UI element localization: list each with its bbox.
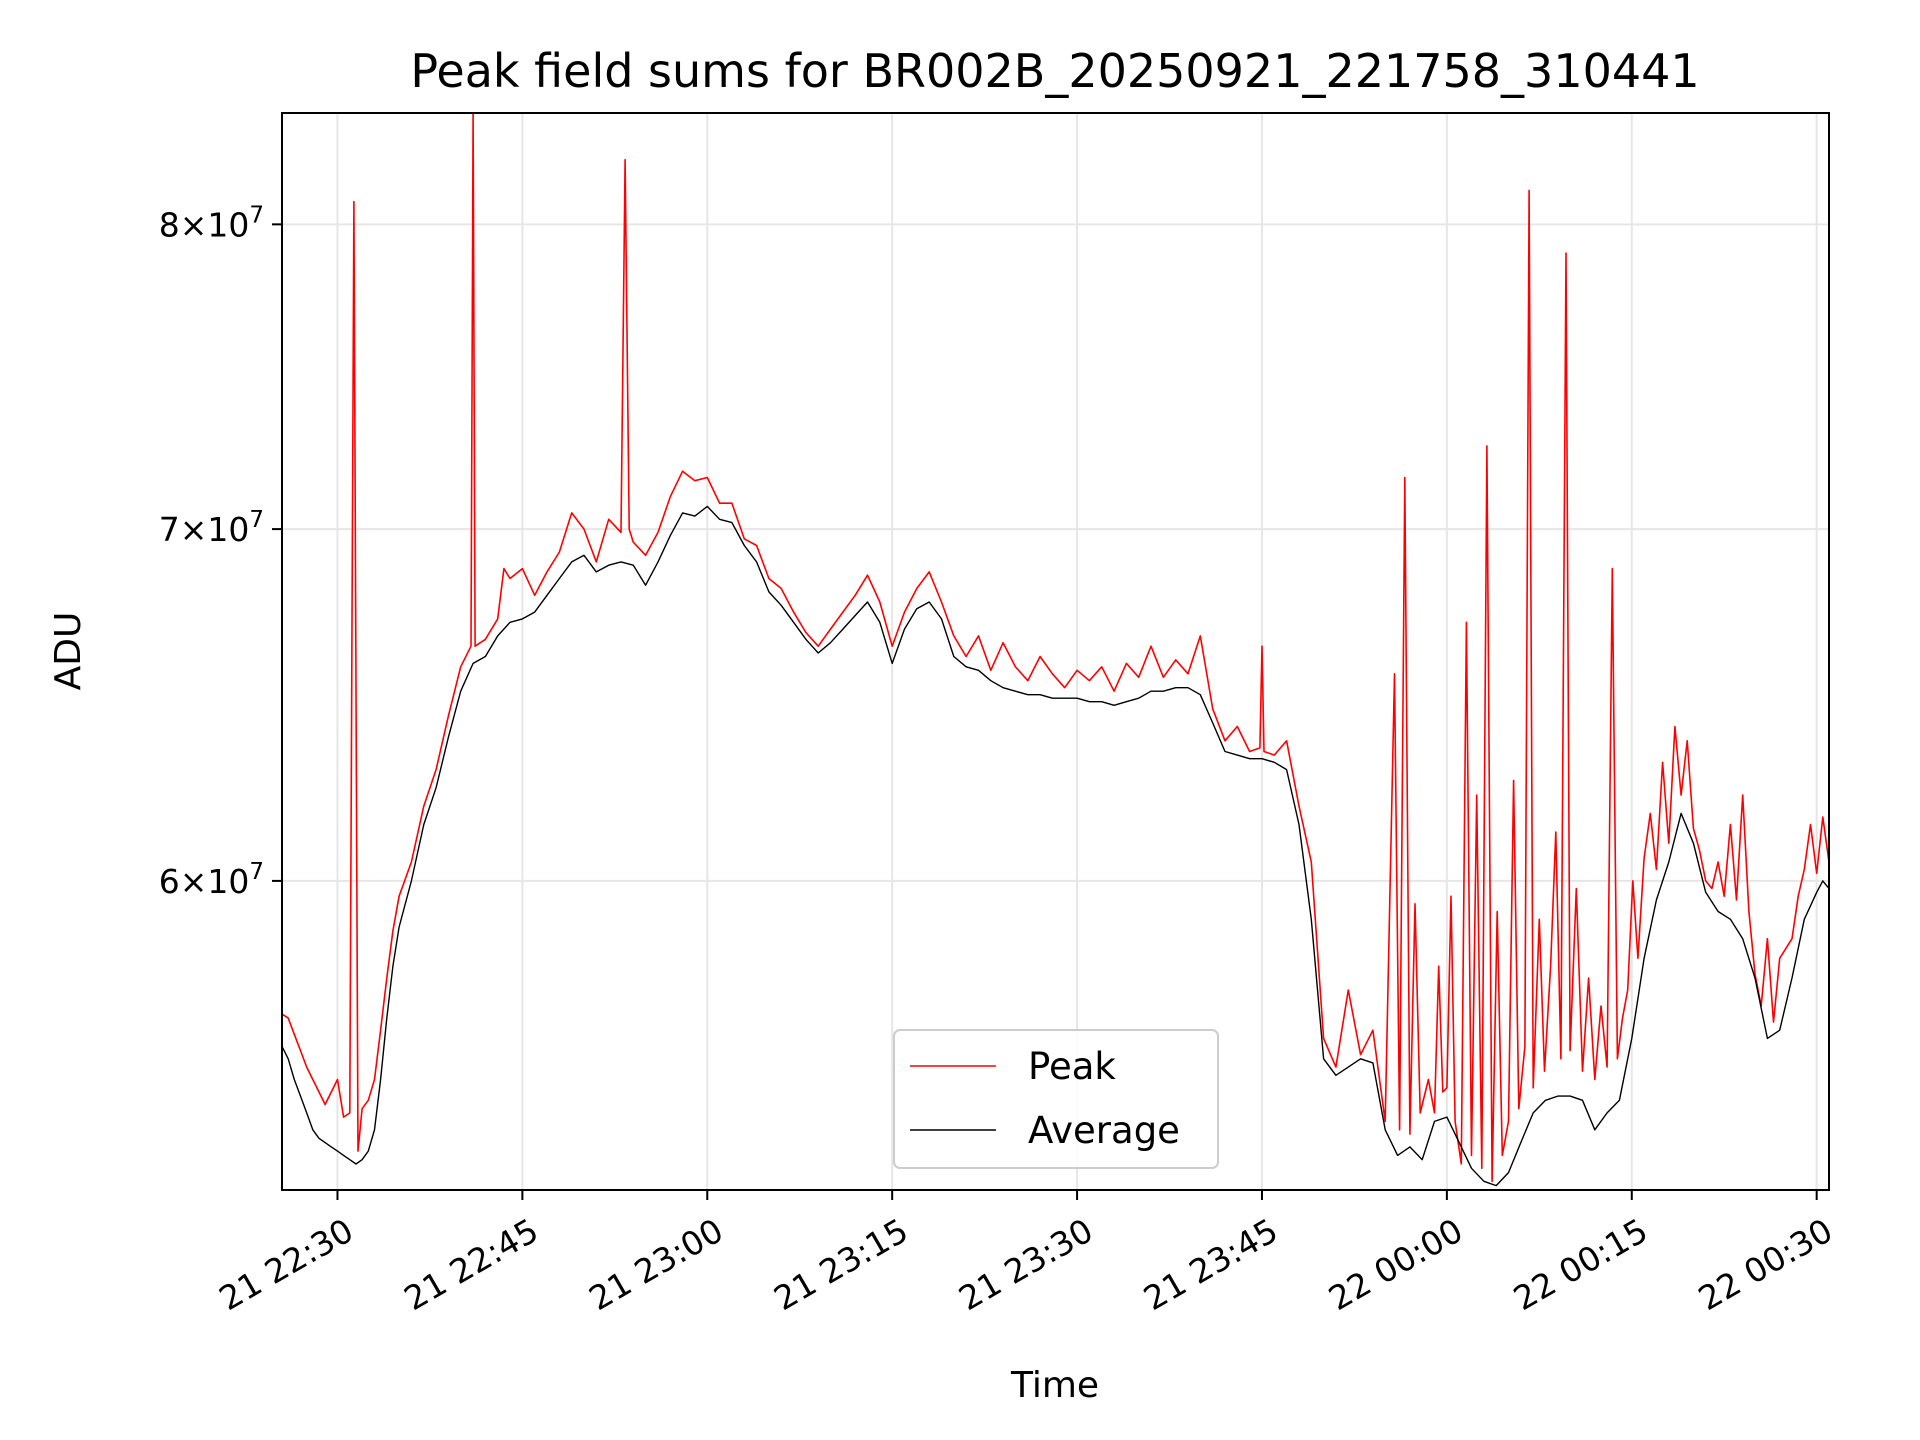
y-tick-label: 6×107 — [159, 859, 264, 901]
y-tick-label: 7×107 — [159, 507, 264, 549]
x-axis-label: Time — [1010, 1365, 1099, 1406]
grid-layer — [282, 113, 1829, 1190]
y-tick-label: 8×107 — [159, 202, 264, 244]
plot-frame — [281, 112, 1830, 1191]
legend-frame — [893, 1029, 1219, 1169]
legend-label-average: Average — [1028, 1109, 1180, 1152]
series-layer — [282, 113, 1829, 1187]
legend-label-peak: Peak — [1028, 1045, 1116, 1088]
legend: Peak Average — [893, 1029, 1219, 1169]
series-line-peak — [282, 113, 1829, 1183]
chart-title: Peak field sums for BR002B_20250921_2217… — [410, 44, 1699, 98]
series-line-average — [282, 505, 1829, 1187]
y-axis-label: ADU — [48, 612, 89, 691]
